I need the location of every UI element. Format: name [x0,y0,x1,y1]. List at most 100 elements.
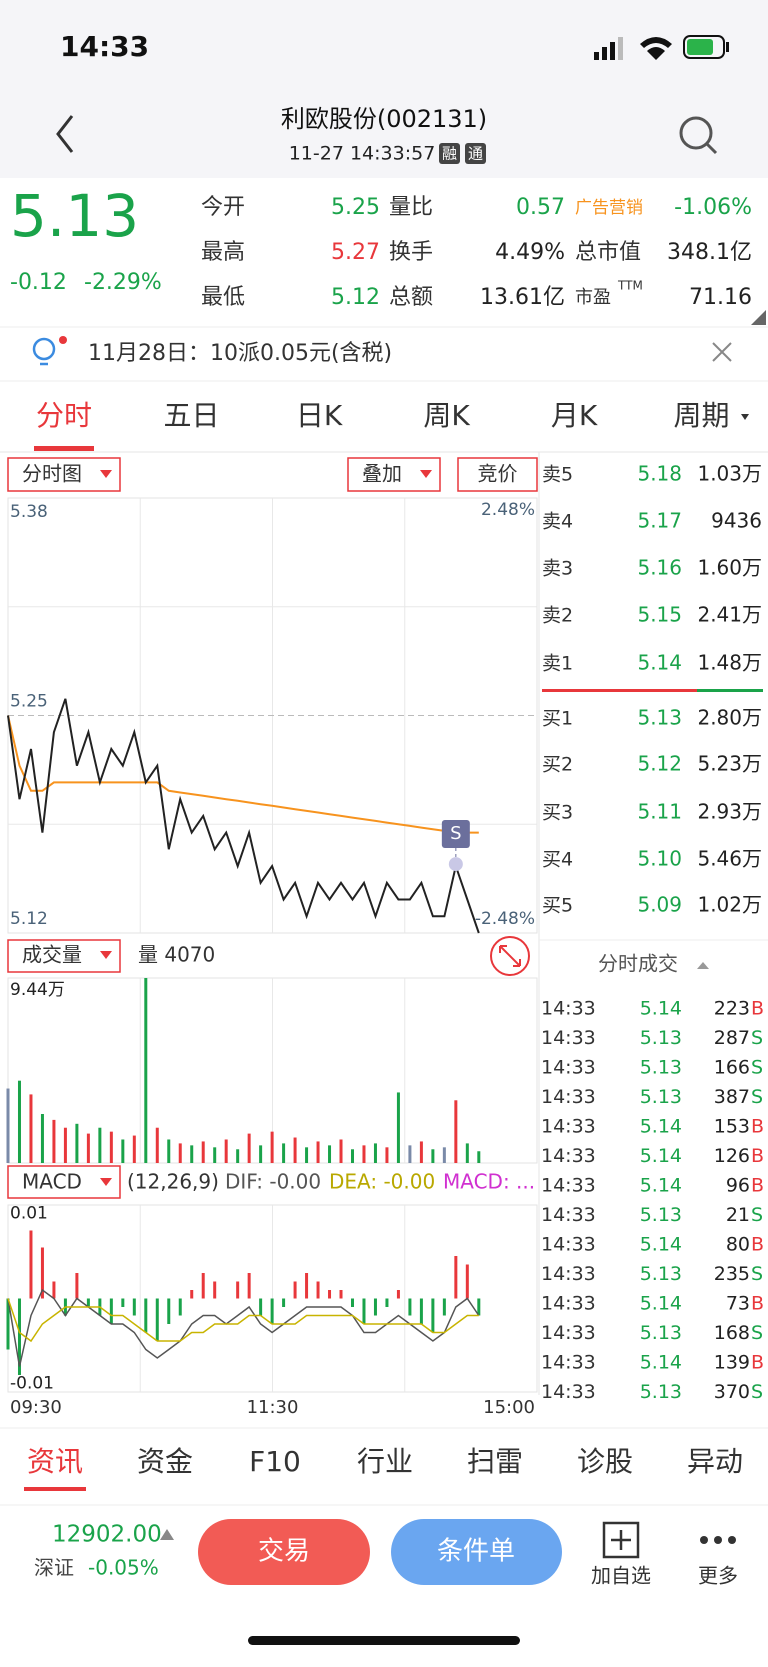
control-box[interactable] [7,457,121,492]
search-button[interactable] [679,116,718,155]
bottom-tab[interactable]: F10 [249,1445,301,1478]
trade-volume: 139 [714,1352,750,1374]
tab[interactable]: 周K [423,399,470,432]
bottom-tab[interactable]: 资金 [137,1445,193,1478]
trade-side: S [751,1322,763,1344]
volume-bar [282,1143,286,1163]
badge: 通 [468,145,483,163]
book-volume: 1.48万 [697,651,762,675]
y-tick-label: 0.01 [10,1204,48,1224]
trade-volume: 235 [714,1263,750,1285]
trade-time: 14:33 [541,1116,596,1138]
stat-label: 广告营销 [575,198,643,218]
trade-button[interactable] [198,1519,370,1585]
macd-bar [29,1230,33,1299]
macd-bar [121,1298,125,1307]
dropdown-arrow [741,414,749,420]
more-icon[interactable] [700,1536,736,1544]
trade-side: B [751,1293,764,1315]
stat-label: 量比 [389,195,433,220]
macd-bar [213,1281,217,1299]
control-box[interactable] [7,1165,121,1199]
condition-button[interactable] [391,1519,562,1585]
macd-bar [305,1273,309,1299]
tab[interactable]: 五日 [163,399,219,432]
book-side: 卖5 [542,464,573,486]
marker-label: S [450,823,461,844]
macd-bar [201,1273,205,1299]
book-price: 5.10 [637,847,682,871]
stat-value: 5.25 [331,195,380,220]
volume-bar [75,1123,79,1163]
macd-bar [259,1298,263,1316]
tab[interactable]: 日K [296,399,343,432]
volume-bar [305,1147,309,1163]
bottom-tab[interactable]: 诊股 [577,1445,633,1478]
trade-time: 14:33 [541,1322,596,1344]
volume-label: 成交量 [22,943,82,967]
trade-volume: 166 [714,1057,750,1079]
book-side: 买1 [542,708,573,730]
volume-bar [477,1151,481,1163]
control-box[interactable] [457,457,538,492]
control-box[interactable] [7,939,121,973]
back-button[interactable] [56,115,74,153]
bottom-tab[interactable]: 资讯 [27,1445,83,1478]
book-side: 卖3 [542,558,573,580]
y-tick-label: 5.38 [10,502,48,522]
bottom-tab-underline [24,1487,86,1491]
macd-bar [236,1281,240,1299]
trade-volume: 287 [714,1027,750,1049]
macd-bar [465,1264,469,1299]
control-label: 竞价 [478,462,518,486]
status-time: 14:33 [60,30,149,63]
y-tick-label: 5.25 [10,692,48,712]
macd-bar [52,1281,56,1299]
volume-bar [155,1127,159,1163]
tab[interactable]: 周期 [673,399,729,432]
bottom-tab[interactable]: 异动 [687,1445,743,1478]
book-volume: 2.80万 [697,706,762,730]
close-button[interactable] [712,342,732,362]
tab[interactable]: 月K [551,399,598,432]
price-change-pct: -2.29% [84,270,162,295]
volume-bar [86,1133,90,1163]
stat-value: -1.06% [674,195,752,220]
pct-label: -2.48% [475,909,535,929]
stat-value: 5.27 [331,240,380,265]
trade-time: 14:33 [541,1293,596,1315]
macd-bar [6,1298,10,1350]
tab[interactable]: 分时 [36,399,92,432]
bottom-tab[interactable]: 行业 [357,1445,413,1478]
dif-label: DIF: -0.00 [225,1170,321,1194]
stat-label: 总市值 [575,240,641,265]
dea-line [7,1298,479,1343]
home-indicator [248,1636,520,1645]
stock-subtitle: 11-27 14:33:57 [289,143,436,165]
last-price: 5.13 [10,182,139,250]
marker-box [441,820,470,848]
expand-icon[interactable] [490,936,530,976]
sort-arrow [697,962,709,969]
volume-bar [63,1127,67,1163]
volume-bar [29,1094,33,1163]
notice-bar [0,327,768,380]
macd-bar [190,1290,194,1299]
macd-bar [75,1273,79,1299]
stock-title: 利欧股份(002131) [281,105,487,133]
y-tick-label: 9.44万 [10,980,65,1000]
trade-price: 5.13 [640,1263,682,1285]
trade-side: S [751,1263,763,1285]
trade-time: 14:33 [541,1057,596,1079]
macd-bar [17,1298,21,1375]
trade-price: 5.13 [640,1204,682,1226]
add-icon[interactable] [602,1521,640,1559]
volume-bar [362,1145,366,1163]
trade-side: B [751,1175,764,1197]
volume-bar [121,1139,125,1163]
book-volume: 2.93万 [697,800,762,824]
book-price: 5.16 [637,556,682,580]
volume-bar [259,1145,263,1163]
bottom-tab[interactable]: 扫雷 [467,1445,523,1478]
